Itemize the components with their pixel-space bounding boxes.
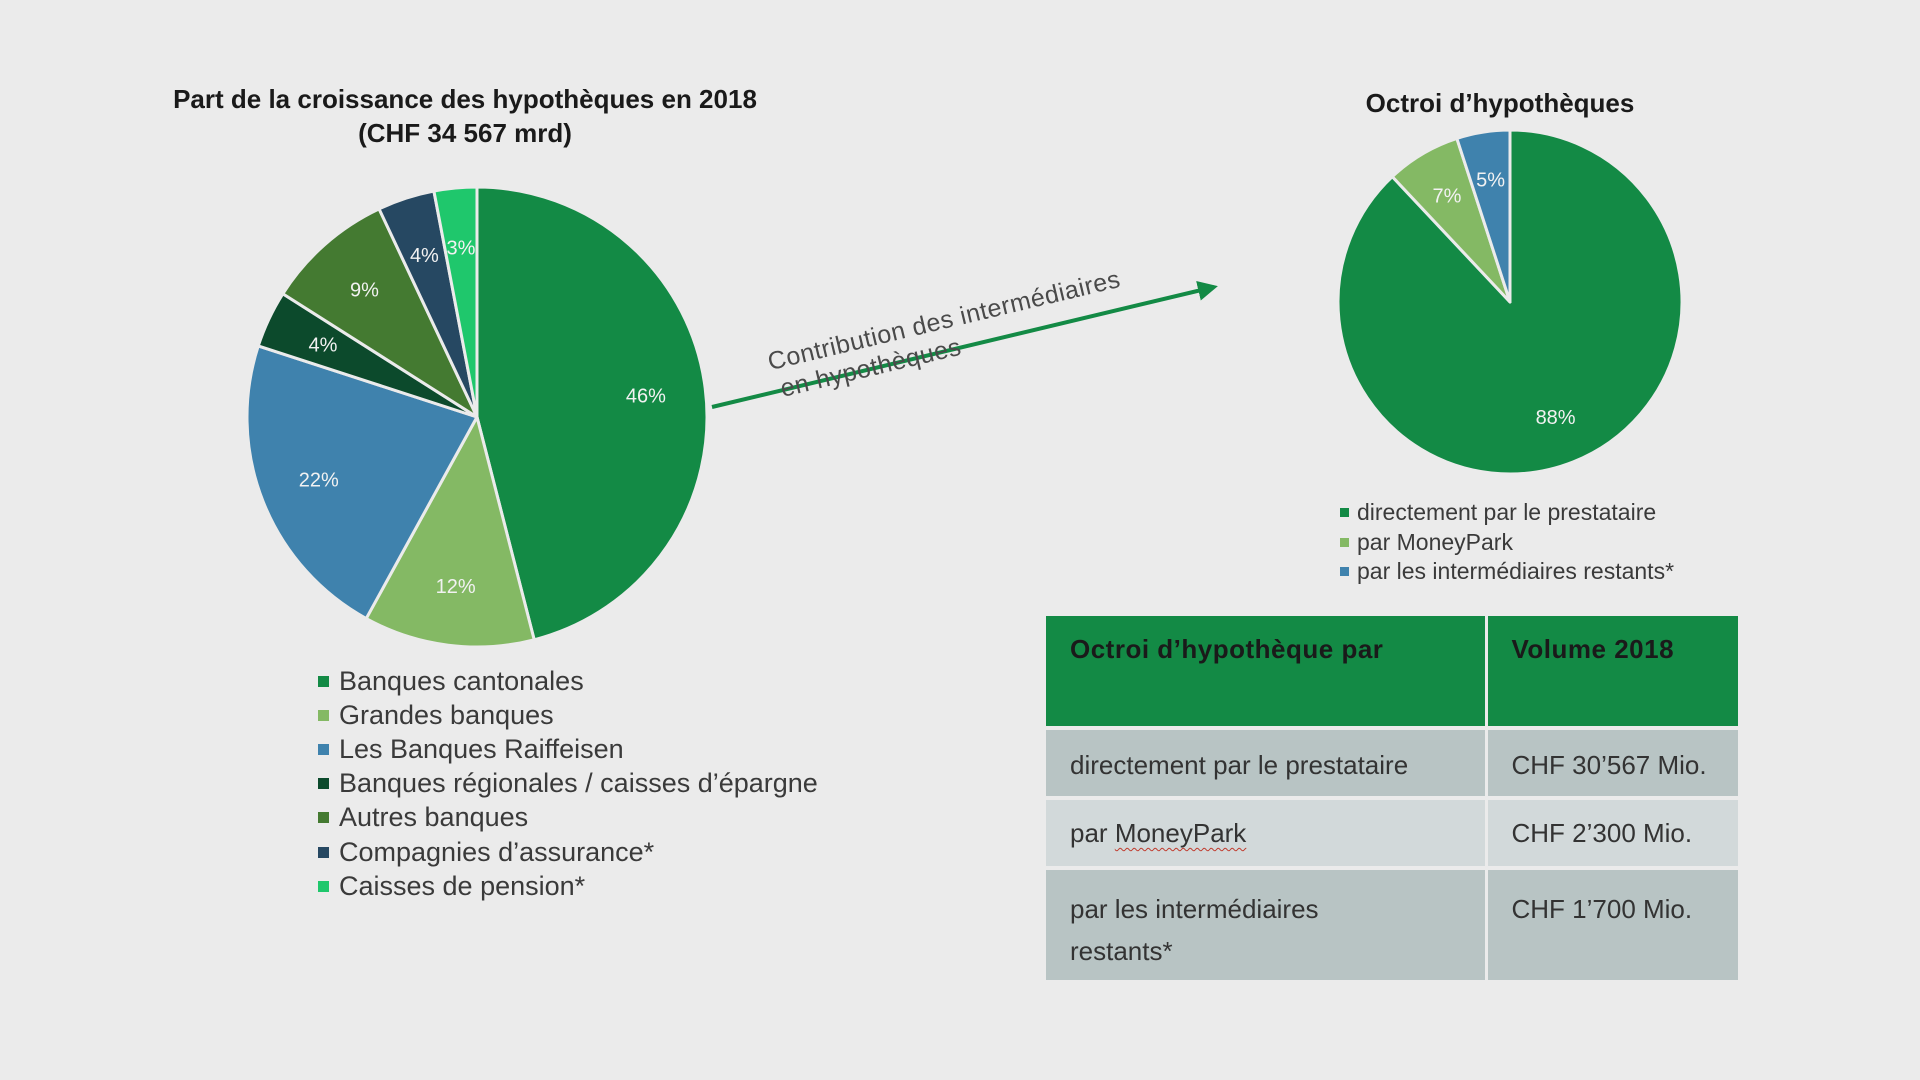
chart-title-mortgage-growth: Part de la croissance des hypothèques en… [140,82,790,150]
arrow-line [711,280,1218,409]
legend-swatch [318,846,329,858]
legend-swatch [1340,537,1349,547]
table-header-row: Octroi d’hypothèque par Volume 2018 [1046,616,1738,728]
table-row: directement par le prestataire CHF 30’56… [1046,726,1738,798]
legend-item-directement-par-le-prestataire: directement par le prestataire [1340,498,1674,528]
table-cell-volume: CHF 1’700 Mio. [1484,866,1738,980]
slice-label-les-banques-raiffeisen: 22% [299,470,339,492]
slice-label-compagnies-d-assurance: 4% [410,245,439,267]
legend-label: Les Banques Raiffeisen [339,733,624,764]
pie-slice-les-banques-raiffeisen [245,344,479,621]
chart-title-mortgage-granting: Octroi d’hypothèques [1365,88,1635,118]
legend-swatch [1340,508,1349,518]
table-cell-channel: par MoneyPark [1046,796,1486,868]
slice-label-banques-cantonales: 46% [626,386,666,408]
legend-label: Caisses de pension* [339,870,586,901]
legend-label: par les intermédiaires restants* [1357,558,1675,585]
legend-item-caisses-de-pension: Caisses de pension* [318,869,818,903]
legend-item-grandes-banques: Grandes banques [318,698,818,732]
legend-swatch [318,709,329,721]
arrow-label-line1: Contribution des intermédiaires [765,265,1123,376]
chart-title-line: Part de la croissance des hypothèques en… [173,84,757,114]
table-row: par les intermédiaires restants* CHF 1’70… [1046,866,1738,980]
pie-chart-mortgage-growth: 46% 12% 22% 4% 9% 4% 3% [245,185,709,649]
chart-subtitle: (CHF 34 567 mrd) [358,118,572,148]
legend-label: directement par le prestataire [1357,499,1657,526]
legend-swatch [318,812,329,824]
legend-swatch [318,675,329,687]
legend-swatch [1340,567,1349,577]
legend-label: par MoneyPark [1357,528,1513,555]
pie-slice-par-les-intermediaires-restants [1455,128,1512,304]
table-cell-moneypark: MoneyPark [1114,818,1247,848]
legend-item-banques-regionales-caisses-d-epargne: Banques régionales / caisses d’épargne [318,767,818,801]
legend-mortgage-granting: directement par le prestataire par MoneyP… [1340,498,1674,587]
table-header-volume: Volume 2018 [1484,616,1738,728]
legend-label: Grandes banques [339,699,554,730]
slice-label-par-moneypark: 7% [1433,185,1462,207]
slice-label-banques-regionales-caisses-d-epargne: 4% [309,335,338,357]
legend-item-compagnies-d-assurance: Compagnies d’assurance* [318,835,818,869]
slice-label-directement-par-le-prestataire: 88% [1536,407,1576,429]
slice-label-autres-banques: 9% [350,279,379,301]
table-row: par MoneyPark CHF 2’300 Mio. [1046,796,1738,868]
legend-item-autres-banques: Autres banques [318,801,818,835]
table-cell-channel: par les intermédiaires restants* [1046,866,1486,980]
pie-slice-banques-cantonales [475,185,709,642]
legend-mortgage-growth: Banques cantonales Grandes banques Les Ban… [318,664,818,903]
table-header-channel: Octroi d’hypothèque par [1046,616,1486,728]
table-cell-channel: directement par le prestataire [1046,726,1486,798]
volume-table: Octroi d’hypothèque par Volume 2018 dire… [1046,616,1738,980]
legend-item-par-moneypark: par MoneyPark [1340,528,1674,558]
legend-label: Compagnies d’assurance* [339,836,655,867]
slice-label-grandes-banques: 12% [436,576,476,598]
table-cell-line2: restants* [1070,936,1173,966]
pie-slice-autres-banques [281,207,479,419]
table-cell-volume: CHF 2’300 Mio. [1484,796,1738,868]
legend-item-les-banques-raiffeisen: Les Banques Raiffeisen [318,732,818,766]
table-cell-volume: CHF 30’567 Mio. [1484,726,1738,798]
slice-label-caisses-de-pension: 3% [447,238,476,260]
legend-swatch [318,880,329,892]
table-cell-prefix: par [1070,818,1115,848]
table-cell-line1: par les intermédiaires [1070,894,1319,924]
legend-label: Banques cantonales [339,665,584,696]
legend-swatch [318,778,329,790]
legend-item-par-les-intermediaires-restants: par les intermédiaires restants* [1340,557,1674,587]
pie-slice-caisses-de-pension [432,185,479,419]
pie-chart-mortgage-granting: 88% 7% 5% [1336,128,1684,476]
slice-label-par-les-intermediaires-restants: 5% [1476,170,1505,192]
legend-item-banques-cantonales: Banques cantonales [318,664,818,698]
pie-slice-grandes-banques [364,415,536,649]
legend-label: Autres banques [339,802,529,833]
legend-swatch [318,743,329,755]
legend-label: Banques régionales / caisses d’épargne [339,768,818,799]
arrow-label-line2: en hypothèques [778,333,964,403]
